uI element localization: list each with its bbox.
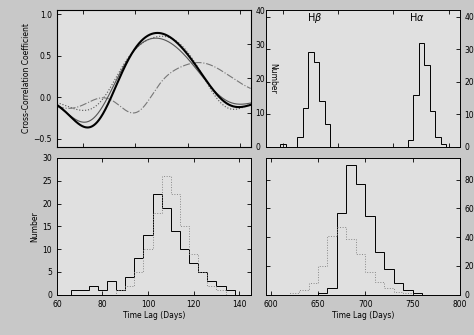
Y-axis label: Number: Number	[268, 63, 277, 94]
X-axis label: Time Lag (Days): Time Lag (Days)	[332, 312, 394, 321]
X-axis label: Time Lag (Days): Time Lag (Days)	[123, 312, 185, 321]
Y-axis label: Cross-Correlation Coefficient: Cross-Correlation Coefficient	[22, 23, 31, 134]
Y-axis label: Number: Number	[30, 211, 39, 242]
Text: H$\beta$: H$\beta$	[307, 11, 322, 25]
Text: H$\alpha$: H$\alpha$	[410, 11, 425, 23]
